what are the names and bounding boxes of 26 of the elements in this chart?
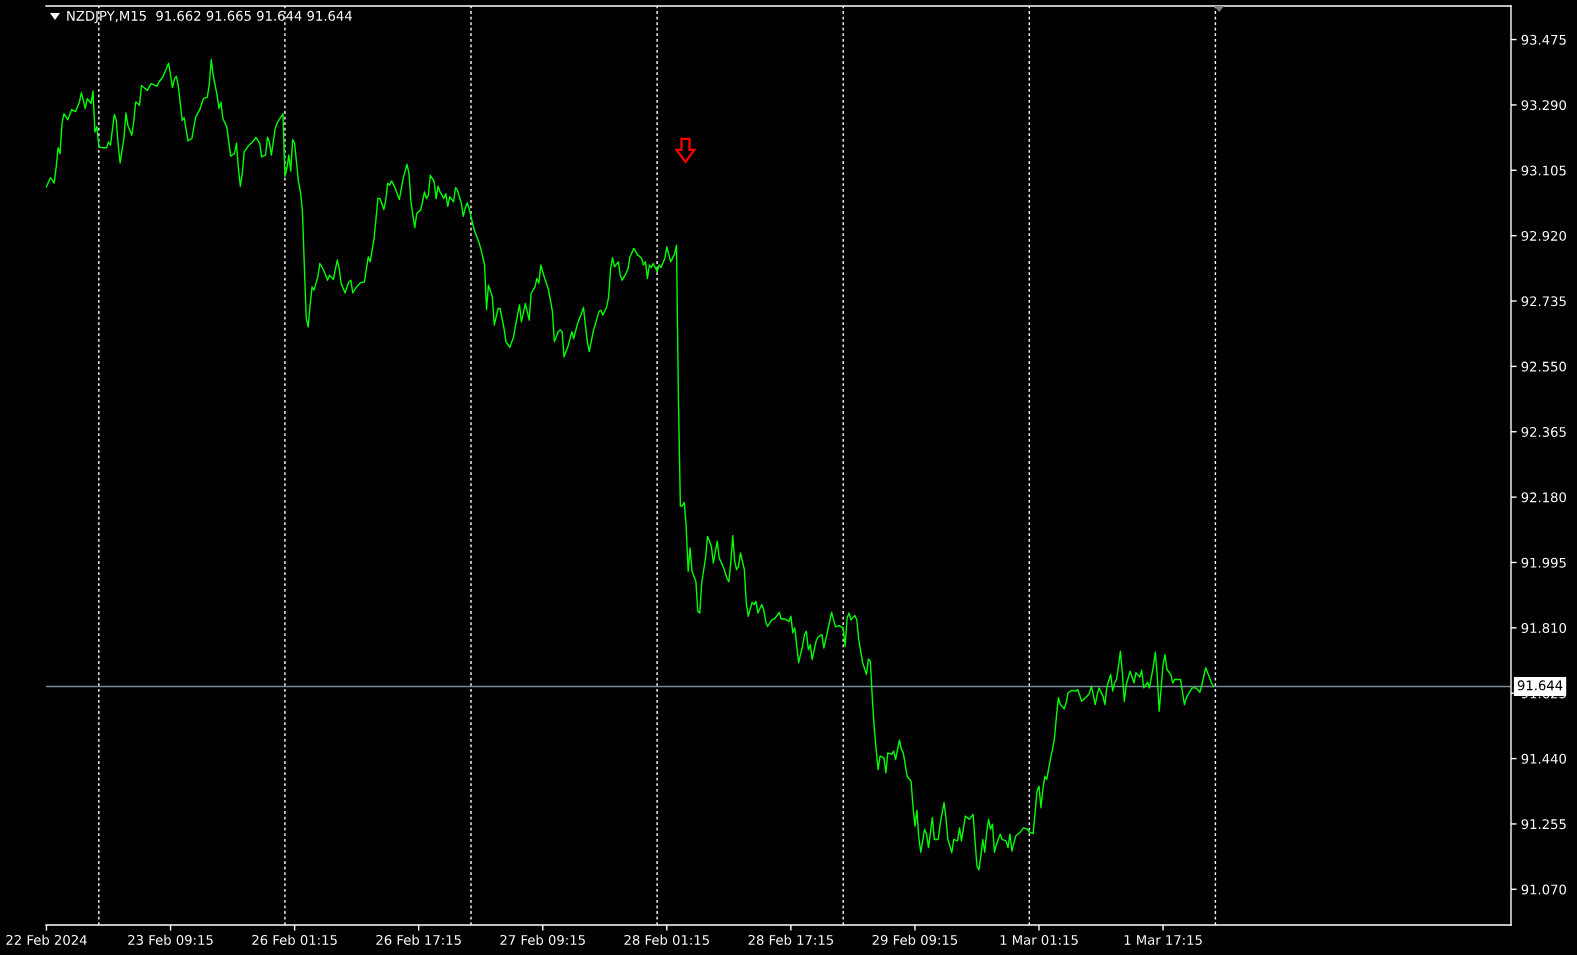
- y-tick-label: 91.810: [1521, 623, 1567, 634]
- x-tick-label: 23 Feb 09:15: [128, 934, 213, 945]
- y-tick-label: 91.440: [1521, 753, 1567, 764]
- x-tick-label: 27 Feb 09:15: [500, 934, 585, 945]
- x-tick-label: 28 Feb 01:15: [624, 934, 709, 945]
- y-tick-label: 93.105: [1521, 165, 1566, 176]
- x-tick-label: 29 Feb 09:15: [872, 934, 958, 945]
- x-tick-label: 26 Feb 01:15: [252, 934, 337, 945]
- y-tick-label: 91.995: [1521, 557, 1566, 568]
- x-tick-label: 1 Mar 17:15: [1124, 935, 1202, 945]
- y-tick-label: 92.365: [1521, 426, 1566, 437]
- y-tick-label: 92.180: [1521, 492, 1567, 503]
- y-tick-label: 92.920: [1521, 230, 1567, 241]
- y-tick-label: 91.255: [1521, 819, 1566, 830]
- y-tick-label: 91.070: [1521, 884, 1567, 895]
- x-tick-label: 22 Feb 2024: [6, 934, 87, 945]
- ref-line-label: 91.644: [1517, 680, 1563, 691]
- y-tick-label: 93.475: [1521, 34, 1566, 45]
- y-tick-label: 92.550: [1521, 361, 1567, 372]
- x-tick-label: 26 Feb 17:15: [376, 934, 461, 945]
- line-series: [46, 59, 1215, 871]
- x-tick-label: 1 Mar 01:15: [1000, 934, 1078, 945]
- x-tick-label: 28 Feb 17:15: [748, 934, 833, 945]
- y-tick-label: 92.735: [1521, 296, 1566, 307]
- chart-title: NZDJPY,M15 91.662 91.665 91.644 91.644: [67, 10, 352, 24]
- y-tick-label: 93.290: [1521, 100, 1567, 111]
